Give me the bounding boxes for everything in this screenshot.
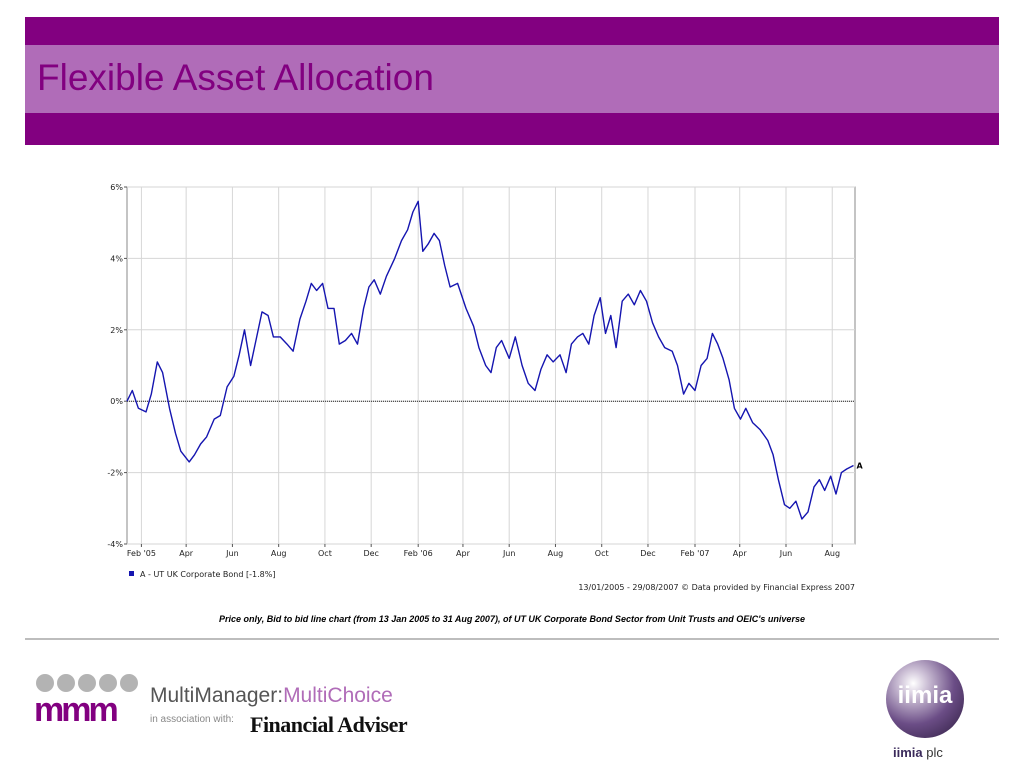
x-tick-label: Dec (640, 549, 655, 558)
legend-swatch (129, 571, 134, 576)
series-line (126, 200, 854, 520)
x-tick-label: Oct (318, 549, 332, 558)
source-note: 13/01/2005 - 29/08/2007 © Data provided … (578, 583, 855, 592)
legend-label: A - UT UK Corporate Bond [-1.8%] (140, 570, 275, 579)
multimanager-name-accent: MultiChoice (283, 684, 393, 707)
x-tick-label: Feb '06 (404, 549, 433, 558)
y-tick-label: 6% (110, 183, 123, 192)
x-tick-label: Oct (595, 549, 609, 558)
y-tick-label: -2% (107, 469, 123, 478)
iimia-suffix: plc (926, 745, 943, 760)
chart-caption: Price only, Bid to bid line chart (from … (219, 614, 805, 624)
iimia-globe-text: iimia (897, 682, 953, 709)
page-title: Flexible Asset Allocation (37, 57, 434, 98)
plot-area (126, 186, 856, 545)
x-tick-label: Apr (733, 549, 748, 558)
x-tick-label: Apr (179, 549, 194, 558)
title-band: Flexible Asset Allocation (25, 45, 999, 113)
x-tick-label: Dec (363, 549, 378, 558)
x-tick-label: Apr (456, 549, 471, 558)
x-tick-label: Feb '05 (127, 549, 156, 558)
x-tick-label: Aug (824, 549, 840, 558)
x-tick-label: Feb '07 (680, 549, 709, 558)
footer-divider (25, 638, 999, 640)
multimanager-association: in association with: (150, 714, 234, 725)
x-tick-label: Jun (779, 549, 793, 558)
x-tick-label: Jun (225, 549, 239, 558)
header-bar: Flexible Asset Allocation (25, 17, 999, 145)
iimia-name: iimia (893, 745, 923, 760)
series-end-label: A (856, 461, 863, 470)
multimanager-name-main: MultiManager: (150, 684, 284, 707)
multimanager-logo-name: MultiManager:MultiChoice (150, 684, 393, 708)
line-chart: 6% 4% 2% 0% -2% -4% Feb '05 Apr Jun Aug Oct Dec Feb … (107, 183, 863, 592)
x-tick-label: Aug (271, 549, 287, 558)
iimia-logo-label: iimia plc (893, 745, 943, 760)
y-tick-label: -4% (107, 540, 123, 549)
iimia-globe-icon: iimia (886, 660, 964, 738)
multimanager-dots-icon (36, 674, 141, 697)
financial-adviser-logo: Financial Adviser (250, 712, 408, 737)
y-tick-label: 4% (110, 254, 123, 263)
x-tick-label: Aug (548, 549, 564, 558)
y-tick-label: 2% (110, 326, 123, 335)
y-tick-label: 0% (110, 397, 123, 406)
x-tick-label: Jun (502, 549, 516, 558)
multimanager-logo-mark: mmm (34, 691, 119, 729)
